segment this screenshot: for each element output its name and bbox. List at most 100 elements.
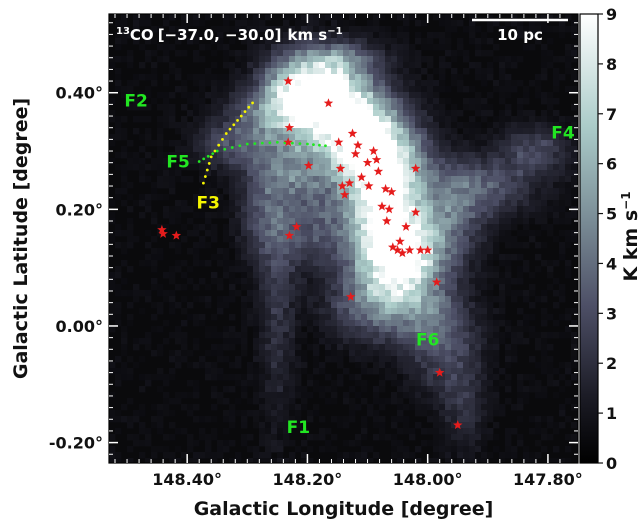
yso-star-marker [434, 367, 445, 377]
filament-label-f3: F3 [196, 194, 219, 214]
filament-label-f1: F1 [287, 418, 310, 438]
yso-star-marker [410, 207, 421, 217]
dotted-line-2-dot [290, 141, 294, 145]
title-isotope-superscript: 13 [116, 26, 130, 37]
y-tick-label: 0.20° [56, 200, 103, 219]
colorbar-tick-label: 6 [606, 155, 617, 174]
yso-star-marker [333, 137, 344, 147]
colorbar-label-unit: K km s [620, 210, 642, 282]
yso-star-marker [353, 140, 363, 150]
dotted-line-2-dot [253, 142, 257, 145]
scale-bar-label: 10 pc [497, 26, 543, 44]
dotted-line-2-dot [238, 144, 242, 148]
y-tick-label: -0.20° [49, 434, 103, 453]
yso-star-marker [347, 128, 358, 138]
yso-star-marker [346, 291, 356, 301]
dotted-line-1-dot [232, 123, 236, 127]
yso-star-marker [422, 245, 433, 255]
yso-star-marker [362, 157, 373, 167]
dotted-line-2-dot [260, 141, 264, 145]
x-tick-label: 148.00° [393, 470, 463, 489]
map-overlays: F1 F2 F3 F4 F5 F6 [124, 76, 575, 438]
title-unit: km s [287, 26, 327, 44]
scale-bar: 10 pc [472, 18, 568, 44]
dotted-line-2-dot [306, 142, 309, 146]
colorbar-tick-label: 4 [606, 254, 617, 273]
yso-star-marker [373, 166, 384, 176]
yso-star-marker [303, 160, 314, 170]
dotted-line-2-dot [215, 149, 219, 153]
axes: 148.40° 148.20° 148.00° 147.80° 0.40° 0.20° 0.… [49, 14, 583, 489]
yso-star-marker [157, 224, 167, 234]
x-axis-title: Galactic Longitude [degree] [194, 498, 494, 520]
yso-star-marker [283, 137, 293, 147]
yso-star-marker [158, 228, 168, 238]
dotted-line-1-dot [224, 132, 228, 135]
dotted-line-2-dot [324, 144, 327, 148]
yso-star-marker [323, 98, 334, 108]
filament-label-f4: F4 [551, 124, 575, 144]
colorbar-gradient [579, 13, 599, 464]
yso-star-marker [364, 181, 374, 191]
yso-star-marker [453, 420, 463, 430]
dotted-line-1-dot [236, 119, 239, 122]
yso-star-marker [404, 245, 415, 255]
dotted-line-1-dot [203, 175, 207, 178]
colorbar-label: K km s−1 [619, 191, 642, 281]
dotted-line-2-dot [318, 143, 321, 147]
dotted-line-2-dot [230, 146, 234, 149]
colorbar-label-exponent: −1 [619, 191, 633, 209]
dotted-line-2-dot [206, 154, 210, 158]
dotted-line-1-dot [239, 114, 243, 118]
title-velocity-range: [−37.0, −30.0] [158, 26, 282, 44]
yso-star-marker [397, 248, 408, 258]
colorbar-tick-label: 3 [606, 304, 617, 323]
y-axis-title: Galactic Latitude [degree] [10, 98, 32, 379]
intensity-map [109, 14, 578, 463]
yso-star-marker [395, 236, 405, 246]
title-species: CO [130, 26, 154, 44]
dotted-line-2-dot [298, 142, 302, 145]
title-unit-exponent: −1 [327, 26, 342, 37]
yso-star-marker [344, 178, 355, 188]
yso-star-marker [415, 245, 426, 255]
colorbar-tick-label: 5 [606, 205, 617, 224]
filament-label-f5: F5 [166, 153, 189, 173]
colorbar-tick-label: 8 [606, 55, 617, 74]
yso-star-marker [431, 277, 442, 287]
yso-star-marker [335, 163, 346, 173]
colorbar-tick-label: 9 [606, 5, 617, 24]
yso-star-marker [388, 242, 398, 252]
yso-star-marker [283, 76, 293, 86]
dotted-line-2-dot [211, 152, 215, 156]
map-title: 13CO [−37.0, −30.0] km s−1 [116, 26, 343, 44]
dotted-line-1-dot [243, 110, 247, 114]
yso-star-marker [339, 189, 350, 199]
yso-star-marker [380, 183, 391, 193]
x-tick-label: 148.40° [152, 470, 222, 489]
filament-label-f2: F2 [124, 91, 147, 111]
yso-star-marker [291, 221, 302, 231]
yso-star-marker [371, 154, 382, 164]
dotted-line-1-dot [228, 127, 232, 131]
yso-star-marker [410, 163, 421, 173]
dotted-line-1-dot [221, 137, 224, 141]
yso-star-marker [386, 186, 397, 196]
yso-star-marker [392, 245, 403, 255]
dotted-line-1-dot [202, 181, 205, 185]
yso-star-marker [284, 230, 295, 240]
colorbar-tick-label: 1 [606, 404, 617, 423]
dotted-line-1-dot [217, 143, 221, 147]
colorbar-tick-label: 0 [606, 454, 617, 473]
dotted-line-2-dot [223, 147, 227, 151]
x-tick-label: 148.20° [273, 470, 343, 489]
dotted-line-1-dot [205, 168, 209, 172]
dotted-line-1-dot [213, 149, 217, 153]
x-tick-label: 147.80° [513, 470, 583, 489]
yso-star-marker [284, 122, 295, 132]
filament-label-f6: F6 [416, 331, 439, 351]
yso-star-marker [337, 181, 348, 191]
dotted-line-2-dot [275, 140, 279, 144]
colorbar-ticks: 0 1 2 3 4 5 6 7 8 9 [598, 5, 617, 473]
